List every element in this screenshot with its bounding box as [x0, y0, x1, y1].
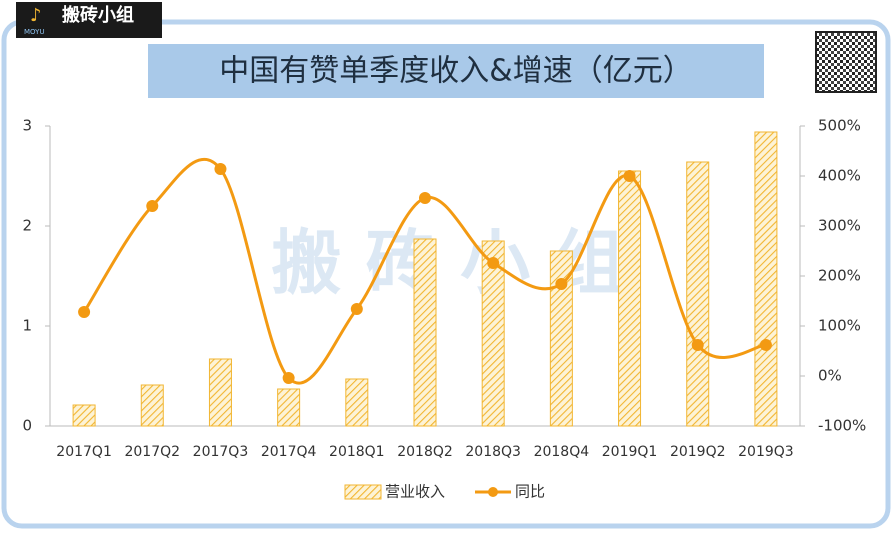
- line-marker: [487, 257, 500, 269]
- line-marker: [282, 372, 295, 384]
- x-tick-label: 2019Q3: [738, 444, 794, 460]
- logo-box: [16, 2, 162, 38]
- x-tick-label: 2017Q2: [124, 444, 180, 460]
- bar: [345, 378, 369, 427]
- line-marker: [350, 303, 363, 315]
- bar: [277, 388, 301, 427]
- y-tick-label: 1: [22, 317, 32, 335]
- x-tick-label: 2019Q1: [602, 444, 658, 460]
- y2-tick-label: -100%: [818, 417, 866, 435]
- y-tick-label: 2: [22, 217, 32, 235]
- x-tick-label: 2017Q3: [193, 444, 249, 460]
- y2-tick-label: 0%: [818, 367, 842, 385]
- line-marker: [78, 306, 91, 318]
- qr-code: [815, 31, 877, 93]
- bar: [208, 358, 232, 427]
- line-marker: [759, 339, 772, 351]
- x-tick-label: 2018Q1: [329, 444, 385, 460]
- title-box: [148, 44, 764, 98]
- x-tick-label: 2018Q3: [465, 444, 521, 460]
- bar: [140, 384, 164, 427]
- y2-tick-label: 300%: [818, 217, 861, 235]
- line-marker: [623, 170, 636, 182]
- y2-tick-label: 200%: [818, 267, 861, 285]
- legend-swatch: [488, 487, 498, 497]
- bar: [754, 131, 778, 427]
- logo-icon: ♪: [30, 5, 42, 26]
- line-marker: [419, 192, 431, 204]
- line-marker: [146, 200, 159, 212]
- bar: [618, 170, 642, 427]
- logo-text: 搬砖小组: [62, 4, 134, 26]
- chart-title: 中国有赞单季度收入&增速（亿元）: [219, 54, 692, 89]
- bar: [686, 161, 710, 427]
- y2-tick-label: 100%: [818, 317, 861, 335]
- line-marker: [214, 163, 227, 175]
- legend-swatch: [344, 484, 382, 500]
- logo-sub: MOYU: [24, 28, 45, 36]
- legend-label: 营业收入: [385, 483, 445, 501]
- legend-label: 同比: [515, 483, 545, 501]
- x-tick-label: 2018Q4: [534, 444, 590, 460]
- bar: [72, 404, 96, 427]
- x-tick-label: 2017Q4: [261, 444, 317, 460]
- x-tick-label: 2019Q2: [670, 444, 726, 460]
- y2-tick-label: 400%: [818, 167, 861, 185]
- x-tick-label: 2017Q1: [56, 444, 112, 460]
- line-marker: [691, 339, 704, 351]
- bar: [549, 250, 573, 427]
- line-marker: [555, 278, 568, 290]
- line: [82, 157, 767, 385]
- x-tick-label: 2018Q2: [397, 444, 453, 460]
- y2-tick-label: 500%: [818, 117, 861, 135]
- bar: [413, 238, 437, 427]
- y-tick-label: 3: [22, 117, 32, 135]
- bar: [481, 240, 505, 427]
- y-tick-label: 0: [22, 417, 32, 435]
